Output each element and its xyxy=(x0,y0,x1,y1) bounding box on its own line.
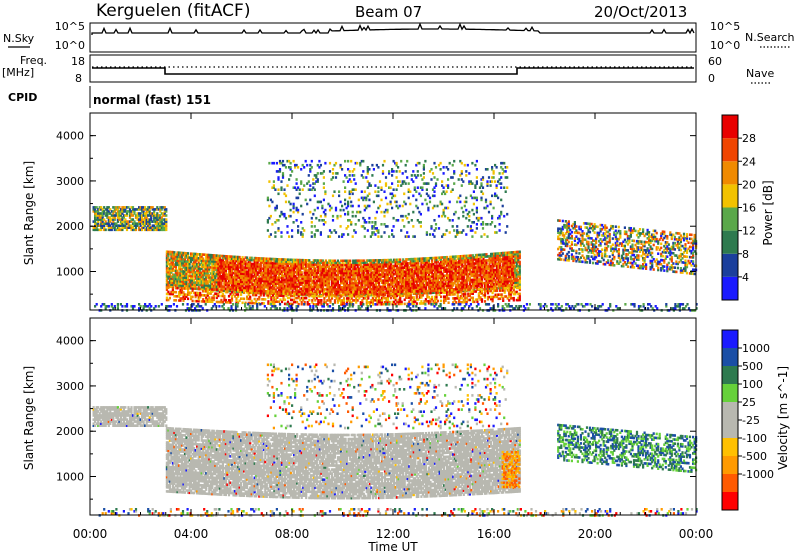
freq-label: Freq. xyxy=(20,54,47,67)
power-colorbar-segment xyxy=(722,207,738,231)
x-tick-label: 12:00 xyxy=(376,527,411,541)
power-colorbar-segment xyxy=(722,230,738,254)
nsky-right-tick-bottom: 10^0 xyxy=(710,39,740,52)
freq-trace xyxy=(92,67,694,75)
y-tick-label: 3000 xyxy=(56,175,84,188)
velocity-ylabel: Slant Range [km] xyxy=(22,366,36,470)
freq-tick-top: 18 xyxy=(71,55,85,68)
date-title: 20/Oct/2013 xyxy=(594,3,687,21)
power-colorbar-segment xyxy=(722,161,738,185)
x-tick-label: 00:00 xyxy=(73,527,108,541)
nave-tick-top: 60 xyxy=(708,55,722,68)
velocity-colorbar-segment xyxy=(722,366,738,384)
nsky-tick-bottom: 10^0 xyxy=(55,39,85,52)
power-colorbar-tick: 12 xyxy=(742,225,756,238)
power-colorbar-segment xyxy=(722,138,738,162)
velocity-colorbar-tick: 500 xyxy=(742,360,763,373)
nave-tick-bottom: 0 xyxy=(708,72,715,85)
velocity-colorbar-segment xyxy=(722,420,738,438)
velocity-colorbar-segment xyxy=(722,330,738,348)
velocity-colorbar-tick: -1000 xyxy=(742,468,774,481)
power-panel: 1000 2000 3000 4000 Slant Range [km] 4 8 12 16… xyxy=(22,112,775,312)
velocity-colorbar-tick: -25 xyxy=(742,414,760,427)
y-tick-label: 2000 xyxy=(56,425,84,438)
power-colorbar-segment xyxy=(722,276,738,300)
x-tick-label: 20:00 xyxy=(578,527,613,541)
nsearch-label: N.Search xyxy=(745,31,795,44)
power-colorbar-tick: 4 xyxy=(742,271,749,284)
power-colorbar: 4 8 12 16 20 24 28 xyxy=(721,114,756,301)
y-tick-label: 4000 xyxy=(56,130,84,143)
velocity-colorbar-tick: -500 xyxy=(742,450,767,463)
nsky-panel: N.Sky 10^5 10^0 10^5 10^0 N.Search xyxy=(3,20,795,53)
velocity-colorbar-label: Velocity [m s^-1] xyxy=(776,366,790,470)
nsky-label: N.Sky xyxy=(3,32,35,45)
y-tick-label: 1000 xyxy=(56,471,84,484)
x-tick-label: 16:00 xyxy=(477,527,512,541)
power-colorbar-tick: 16 xyxy=(742,202,756,215)
freq-unit: [MHz] xyxy=(2,66,34,79)
freq-tick-bottom: 8 xyxy=(75,72,82,85)
x-tick-label: 08:00 xyxy=(275,527,310,541)
power-colorbar-segment xyxy=(722,253,738,277)
velocity-colorbar-tick: 25 xyxy=(742,396,756,409)
power-ylabel: Slant Range [km] xyxy=(22,161,36,265)
nsky-trace xyxy=(91,22,695,35)
power-colorbar-tick: 24 xyxy=(742,155,756,168)
x-axis-label: Time UT xyxy=(367,540,418,554)
velocity-colorbar-segment xyxy=(722,402,738,420)
nsky-right-tick-top: 10^5 xyxy=(710,20,740,33)
cpid-value: normal (fast) 151 xyxy=(93,93,211,107)
velocity-colorbar-tick: 100 xyxy=(742,378,763,391)
power-heatmap xyxy=(92,159,698,312)
x-tick-label: 04:00 xyxy=(174,527,209,541)
y-tick-label: 1000 xyxy=(56,266,84,279)
velocity-colorbar-segment xyxy=(722,384,738,402)
velocity-colorbar-segment xyxy=(722,438,738,456)
velocity-panel: 1000 2000 3000 4000 Slant Range [km] 1000 50… xyxy=(22,317,790,517)
freq-panel: Freq. [MHz] 18 8 60 0 Nave xyxy=(2,54,774,85)
power-colorbar-tick: 8 xyxy=(742,248,749,261)
beam-title: Beam 07 xyxy=(355,3,422,21)
power-colorbar-segment xyxy=(722,115,738,139)
y-tick-label: 3000 xyxy=(56,380,84,393)
nave-label: Nave xyxy=(746,67,774,80)
velocity-colorbar-tick: -100 xyxy=(742,432,767,445)
velocity-heatmap xyxy=(92,363,698,517)
power-colorbar-tick: 20 xyxy=(742,178,756,191)
power-colorbar-tick: 28 xyxy=(742,132,756,145)
velocity-colorbar-segment xyxy=(722,456,738,474)
velocity-colorbar: 1000 500 100 25 -25 -100 -500 -1000 xyxy=(721,329,774,511)
velocity-colorbar-segment xyxy=(722,474,738,492)
power-colorbar-segment xyxy=(722,184,738,208)
station-title: Kerguelen (fitACF) xyxy=(96,1,250,21)
y-tick-label: 2000 xyxy=(56,220,84,233)
power-colorbar-label: Power [dB] xyxy=(761,180,775,245)
velocity-colorbar-tick: 1000 xyxy=(742,342,770,355)
y-tick-label: 4000 xyxy=(56,335,84,348)
cpid-label: CPID xyxy=(8,91,37,104)
x-tick-label: 00:00 xyxy=(679,527,714,541)
velocity-colorbar-segment xyxy=(722,348,738,366)
velocity-colorbar-segment xyxy=(722,492,738,510)
x-axis: 00:00 04:00 08:00 12:00 16:00 20:00 00:00 xyxy=(73,113,714,541)
nsky-tick-top: 10^5 xyxy=(55,20,85,33)
